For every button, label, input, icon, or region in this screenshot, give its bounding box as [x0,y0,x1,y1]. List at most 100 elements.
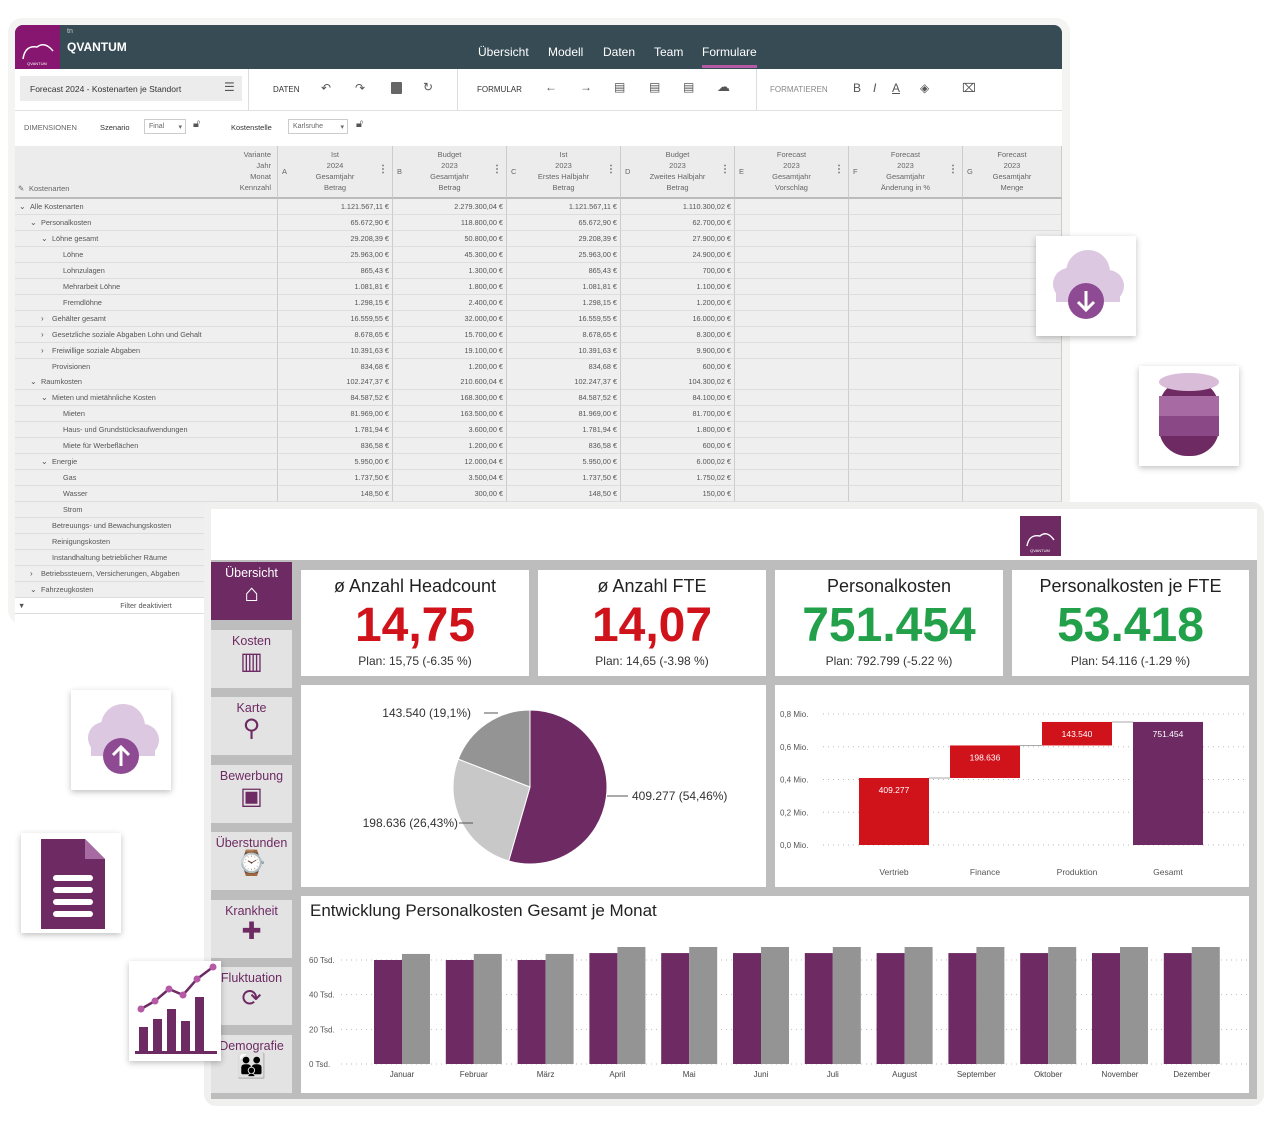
month-bar[interactable] [1048,947,1077,1064]
table-cell[interactable] [963,358,1062,375]
italic-icon[interactable]: I [873,81,877,95]
table-row[interactable]: Gas [15,470,278,487]
table-cell[interactable]: 3.500,04 € [393,470,507,487]
table-cell[interactable]: 600,00 € [621,358,735,375]
table-row[interactable]: › Freiwillige soziale Abgaben [15,342,278,359]
table-cell[interactable]: 834,68 € [278,358,393,375]
bold-icon[interactable]: B [853,81,862,95]
table-cell[interactable] [735,310,849,327]
table-cell[interactable]: 865,43 € [278,262,393,279]
table-cell[interactable]: 1.200,00 € [393,438,507,455]
table-cell[interactable]: 834,68 € [507,358,621,375]
table-cell[interactable]: 1.298,15 € [507,294,621,311]
arrow-left-icon[interactable]: ← [545,80,557,94]
table-cell[interactable]: 50.800,00 € [393,230,507,247]
table-cell[interactable] [963,454,1062,471]
table-cell[interactable]: 24.900,00 € [621,246,735,263]
table-cell[interactable] [735,199,849,215]
month-bar[interactable] [761,947,789,1064]
table-cell[interactable]: 1.081,81 € [278,278,393,295]
table-cell[interactable] [849,230,963,247]
table-cell[interactable]: 1.200,00 € [393,358,507,375]
table-cell[interactable] [735,358,849,375]
table-cell[interactable] [849,390,963,407]
chevron-right-icon[interactable]: › [41,313,44,323]
table-cell[interactable]: 8.300,00 € [621,326,735,343]
chevron-down-icon[interactable]: ⌄ [41,457,48,467]
table-row[interactable]: ⌄ Mieten und mietähnliche Kosten [15,390,278,407]
table-cell[interactable] [735,246,849,263]
chevron-right-icon[interactable]: › [30,568,33,578]
month-bar[interactable] [445,960,474,1064]
month-bar[interactable] [804,953,833,1064]
kostenstelle-select[interactable]: Karlsruhe ▾ [288,119,348,134]
table-cell[interactable] [963,374,1062,391]
table-cell[interactable] [849,278,963,295]
table-cell[interactable]: 81.969,00 € [278,406,393,423]
table-cell[interactable] [735,214,849,231]
column-menu-icon[interactable]: ⋮ [834,164,844,175]
table-cell[interactable]: 27.900,00 € [621,230,735,247]
table-cell[interactable] [849,246,963,263]
month-bar[interactable] [1092,953,1120,1064]
month-bar[interactable] [661,953,690,1064]
month-bar[interactable] [517,960,546,1064]
nav-formulare[interactable]: Formulare [702,45,757,59]
table-cell[interactable]: 300,00 € [393,486,507,503]
table-cell[interactable]: 65.672,90 € [278,214,393,231]
chevron-down-icon[interactable]: ⌄ [41,393,48,403]
table-cell[interactable] [963,422,1062,439]
lock-icon[interactable]: 🔓︎ [356,118,364,130]
table-cell[interactable]: 10.391,63 € [507,342,621,359]
table-cell[interactable] [849,374,963,391]
table-cell[interactable] [849,214,963,231]
clear-format-icon[interactable]: ⌧ [962,81,976,95]
save-icon[interactable] [391,82,402,94]
table-cell[interactable] [849,326,963,343]
nav-team[interactable]: Team [654,45,684,59]
lock-icon[interactable]: 🔓︎ [193,118,201,130]
column-header[interactable]: A Ist 2024 Gesamtjahr Betrag ⋮ [278,146,393,199]
waterfall-bar[interactable] [1042,721,1112,746]
table-cell[interactable]: 1.781,94 € [507,422,621,439]
table-row[interactable]: Miete für Werbeflächen [15,438,278,455]
table-cell[interactable]: 19.100,00 € [393,342,507,359]
table-cell[interactable]: 168.300,00 € [393,390,507,407]
table-cell[interactable] [963,342,1062,359]
table-cell[interactable]: 1.800,00 € [393,278,507,295]
table-cell[interactable] [735,454,849,471]
table-cell[interactable]: 1.121.567,11 € [507,199,621,215]
cloud-download-icon[interactable]: ☁ [717,79,730,94]
month-bar[interactable] [733,953,761,1064]
table-add-icon[interactable]: ▤ [649,80,661,94]
table-cell[interactable]: 15.700,00 € [393,326,507,343]
table-cell[interactable]: 700,00 € [621,262,735,279]
month-bar[interactable] [545,953,574,1064]
column-menu-icon[interactable]: ⋮ [378,164,388,175]
edit-icon[interactable]: ✎ [18,184,25,193]
sidebar-item-karte[interactable]: Karte ⚲ [211,697,292,755]
table-cell[interactable] [735,390,849,407]
table-cell[interactable]: 1.737,50 € [278,470,393,487]
table-cell[interactable]: 2.400,00 € [393,294,507,311]
chevron-down-icon[interactable]: ⌄ [19,202,26,211]
month-bar[interactable] [374,960,402,1064]
month-bar[interactable] [1020,953,1049,1064]
waterfall-bar[interactable] [1133,721,1203,845]
pie-slice[interactable] [452,758,531,862]
table-cell[interactable]: 29.208,39 € [278,230,393,247]
table-cell[interactable] [735,294,849,311]
table-cell[interactable] [849,342,963,359]
table-cell[interactable]: 25.963,00 € [278,246,393,263]
table-cell[interactable]: 163.500,00 € [393,406,507,423]
table-cell[interactable]: 600,00 € [621,438,735,455]
month-bar[interactable] [904,947,933,1064]
table-cell[interactable]: 84.587,52 € [278,390,393,407]
table-cell[interactable] [735,374,849,391]
refresh-icon[interactable]: ↻ [423,80,434,94]
table-cell[interactable]: 118.800,00 € [393,214,507,231]
table-cell[interactable]: 2.279.300,04 € [393,199,507,215]
table-row[interactable]: Löhne [15,246,278,263]
table-cell[interactable]: 104.300,02 € [621,374,735,391]
table-cell[interactable]: 8.678,65 € [507,326,621,343]
